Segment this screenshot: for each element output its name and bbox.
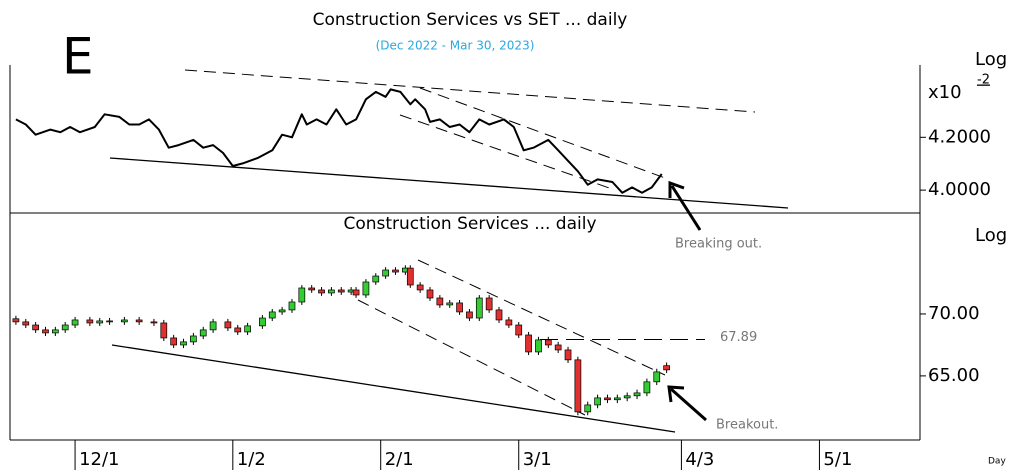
candle-body (633, 392, 641, 397)
candle-body (663, 365, 670, 371)
candle-body (515, 324, 523, 336)
candle-body (121, 319, 128, 323)
candle-body (525, 334, 532, 353)
trend-line (357, 299, 586, 416)
candle-body (535, 339, 542, 353)
candle-body (406, 267, 414, 286)
candle-body (71, 319, 79, 326)
candle-body (436, 297, 444, 306)
candle-body (259, 317, 266, 327)
annotation: Breaking out. (675, 237, 762, 252)
candle-body (278, 309, 286, 313)
candle-body (505, 319, 513, 326)
candle-body (170, 337, 178, 346)
candle-body (426, 289, 434, 299)
x-tick-label: 2/1 (385, 449, 414, 470)
candle-body (544, 339, 552, 346)
x-tick-label: 5/1 (823, 449, 852, 470)
candle-body (86, 319, 94, 324)
arrow (667, 385, 707, 422)
candle-body (554, 344, 562, 351)
resistance-label: 67.89 (720, 330, 757, 345)
candle-body (12, 318, 20, 323)
trend-line (109, 157, 789, 209)
candle-body (150, 321, 158, 324)
candle-body (61, 324, 69, 331)
subtitle: (Dec 2022 - Mar 30, 2023) (376, 39, 535, 53)
candle-body (495, 309, 503, 321)
candle-body (416, 284, 424, 291)
candle-body (352, 289, 360, 296)
x-tick-label: 12/1 (79, 449, 119, 470)
candle-body (298, 287, 306, 303)
ratio-line (15, 88, 663, 194)
candle-body (180, 341, 187, 346)
y-tick-label: 65.00 (928, 365, 980, 386)
x-axis-label: Day (988, 457, 1006, 467)
candle-body (392, 269, 399, 273)
top-title: Construction Services vs SET ... daily (313, 10, 628, 30)
candle-body (574, 359, 582, 413)
candle-body (160, 322, 168, 339)
candle-body (199, 329, 207, 337)
candle-body (623, 395, 631, 399)
candle-body (288, 301, 296, 311)
trend-line (184, 69, 756, 113)
trend-line (417, 259, 666, 376)
candle-body (209, 321, 217, 331)
candle-body (564, 349, 572, 361)
axis-unit: x10 (928, 82, 962, 103)
trend-line (111, 344, 676, 433)
y-tick-label: 4.0000 (928, 179, 991, 200)
scale-label: Log (975, 49, 1007, 70)
candle-body (224, 321, 232, 329)
candle-body (475, 297, 483, 319)
x-tick-label: 1/2 (237, 449, 266, 470)
candle-body (106, 320, 113, 323)
trend-line (419, 87, 666, 179)
candle-body (604, 397, 611, 401)
candle-body (594, 397, 601, 406)
candle-body (643, 381, 651, 394)
candle-body (22, 321, 30, 326)
candle-body (466, 311, 473, 319)
scale-label: Log (975, 225, 1007, 246)
x-tick-label: 3/1 (523, 449, 552, 470)
candle-body (190, 335, 197, 343)
y-tick-label: 4.2000 (928, 126, 991, 147)
candle-body (362, 281, 370, 296)
candle-body (318, 289, 325, 294)
candle-body (244, 325, 251, 333)
y-tick-label: 70.00 (928, 303, 980, 324)
candle-body (613, 397, 621, 401)
candle-body (308, 287, 316, 291)
candle-body (96, 320, 104, 324)
candle-body (328, 289, 335, 294)
panel-letter: E (62, 28, 94, 86)
bottom-title: Construction Services ... daily (343, 214, 596, 234)
candle-body (584, 404, 592, 413)
candle-body (653, 371, 661, 383)
candle-body (268, 311, 276, 319)
axis-exponent: -2 (977, 73, 990, 88)
arrow (668, 180, 702, 231)
candle-body (52, 329, 59, 334)
candle-body (234, 327, 242, 333)
candle-body (446, 302, 454, 306)
candle-body (382, 269, 389, 277)
candle-body (337, 289, 345, 293)
candle-body (456, 302, 463, 313)
candle-body (485, 297, 493, 311)
x-tick-label: 4/3 (685, 449, 714, 470)
annotation: Breakout. (716, 418, 778, 433)
candle-body (372, 275, 380, 283)
candle-body (42, 329, 49, 334)
candle-body (32, 324, 39, 331)
candle-body (135, 319, 143, 323)
